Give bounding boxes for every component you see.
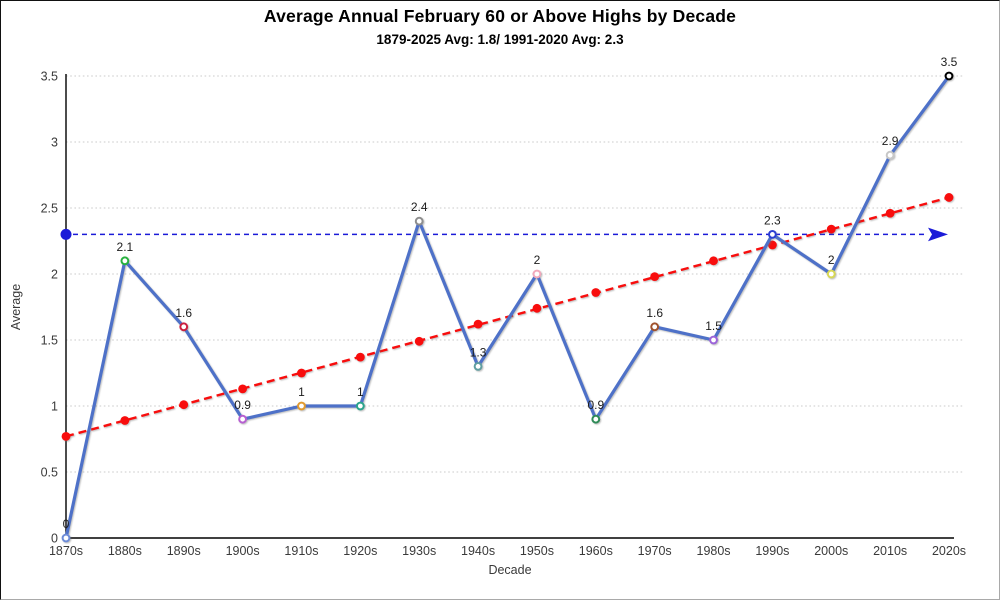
data-point-label: 1.3 bbox=[470, 345, 487, 359]
x-tick-label: 2010s bbox=[873, 544, 907, 558]
x-tick-label: 1900s bbox=[226, 544, 260, 558]
trend-dot bbox=[179, 400, 189, 410]
data-point-marker bbox=[768, 230, 777, 239]
data-point-marker bbox=[238, 414, 248, 424]
x-tick-label: 2020s bbox=[932, 544, 966, 558]
data-point-label: 2.4 bbox=[411, 200, 428, 214]
y-tick-label: 0 bbox=[51, 532, 58, 546]
data-point-label: 1.6 bbox=[175, 306, 192, 320]
x-axis-title: Decade bbox=[488, 563, 532, 577]
y-tick-label: 3.5 bbox=[41, 70, 58, 84]
data-point-marker bbox=[61, 533, 71, 543]
data-point-label: 1 bbox=[357, 385, 364, 399]
x-tick-label: 1920s bbox=[343, 544, 377, 558]
y-tick-label: 1.5 bbox=[41, 334, 58, 348]
data-point-marker bbox=[532, 269, 542, 279]
data-point-marker bbox=[179, 322, 189, 332]
data-point-label: 0.9 bbox=[587, 398, 604, 412]
reference-arrow-icon bbox=[928, 227, 948, 242]
trend-dot bbox=[885, 208, 895, 218]
data-point-marker bbox=[709, 335, 718, 345]
reference-start-dot bbox=[60, 228, 72, 240]
trend-dot bbox=[297, 368, 306, 378]
x-tick-label: 1970s bbox=[638, 544, 672, 558]
data-point-marker bbox=[885, 150, 895, 160]
data-point-marker bbox=[297, 401, 306, 411]
trend-dot bbox=[238, 384, 248, 394]
data-point-label: 1.5 bbox=[705, 319, 722, 333]
y-tick-label: 1 bbox=[51, 400, 58, 414]
trend-dot bbox=[414, 336, 424, 346]
x-tick-label: 1940s bbox=[461, 544, 495, 558]
data-point-marker bbox=[355, 401, 365, 411]
trend-dot bbox=[826, 224, 836, 234]
trend-dot bbox=[120, 416, 130, 425]
data-point-label: 0.9 bbox=[234, 398, 251, 412]
data-point-marker bbox=[591, 414, 601, 424]
trend-dot bbox=[650, 272, 660, 282]
chart-subtitle: 1879-2025 Avg: 1.8/ 1991-2020 Avg: 2.3 bbox=[376, 32, 624, 47]
data-point-label: 1 bbox=[298, 385, 305, 399]
y-tick-label: 3 bbox=[51, 136, 58, 150]
trend-dot bbox=[591, 288, 601, 297]
trend-dot bbox=[709, 256, 718, 266]
x-tick-label: 1930s bbox=[402, 544, 436, 558]
x-tick-label: 1960s bbox=[579, 544, 613, 558]
x-tick-label: 1950s bbox=[520, 544, 554, 558]
x-tick-label: 1910s bbox=[284, 544, 318, 558]
y-tick-label: 2 bbox=[51, 268, 58, 282]
data-point-label: 2.9 bbox=[882, 134, 899, 148]
data-point-label: 0 bbox=[63, 517, 70, 531]
data-point-label: 3.5 bbox=[941, 55, 958, 69]
chart-title: Average Annual February 60 or Above High… bbox=[263, 6, 737, 26]
trend-dot bbox=[944, 193, 954, 202]
data-point-label: 2.3 bbox=[764, 213, 781, 227]
series-group bbox=[61, 71, 954, 543]
data-point-marker bbox=[826, 269, 836, 279]
y-tick-label: 2.5 bbox=[41, 202, 58, 216]
x-tick-label: 1990s bbox=[755, 544, 789, 558]
series-line bbox=[64, 74, 951, 540]
data-point-marker bbox=[120, 256, 130, 266]
trend-dot bbox=[768, 240, 777, 250]
data-point-label: 2.1 bbox=[117, 240, 134, 254]
x-tick-label: 1890s bbox=[167, 544, 201, 558]
x-tick-label: 1980s bbox=[697, 544, 731, 558]
data-point-label: 1.6 bbox=[646, 306, 663, 320]
data-point-marker bbox=[473, 362, 483, 371]
x-tick-label: 2000s bbox=[814, 544, 848, 558]
x-tick-label: 1880s bbox=[108, 544, 142, 558]
trend-dot bbox=[532, 303, 542, 313]
data-point-marker bbox=[414, 216, 424, 226]
data-point-marker bbox=[650, 322, 660, 332]
trend-dot bbox=[355, 352, 365, 362]
trend-dot bbox=[473, 319, 483, 329]
trend-dot bbox=[61, 431, 71, 441]
data-point-label: 2 bbox=[534, 253, 541, 267]
data-point-marker bbox=[944, 71, 954, 81]
x-tick-label: 1870s bbox=[49, 544, 83, 558]
y-tick-label: 0.5 bbox=[41, 466, 58, 480]
data-point-label: 2 bbox=[828, 253, 835, 267]
